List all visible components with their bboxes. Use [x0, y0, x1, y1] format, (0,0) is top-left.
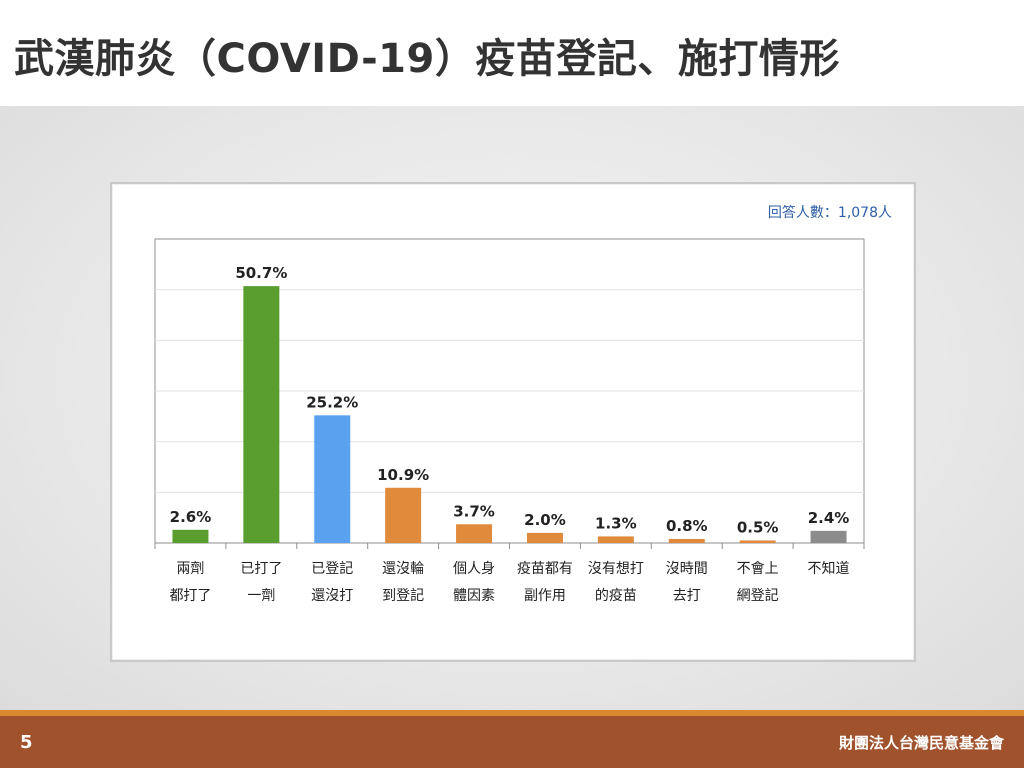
category-label: 已登記: [311, 560, 353, 577]
slide-title: 武漢肺炎（COVID-19）疫苗登記、施打情形: [14, 36, 840, 82]
category-label: 兩劑: [176, 560, 204, 577]
chart-panel: 回答人數：1,078人 2.6% 兩劑 都打了 50.7% 已打了 一劑 25.2% 已登記還…: [110, 182, 916, 662]
category-label: 副作用: [524, 588, 566, 604]
bar: [526, 532, 563, 543]
category-label: 到登記: [382, 587, 424, 604]
footer-accent-line: [0, 710, 1024, 716]
title-bar: 武漢肺炎（COVID-19）疫苗登記、施打情形: [0, 0, 1024, 106]
category-label: 沒時間: [666, 560, 708, 577]
bar: [810, 530, 847, 543]
data-label: 2.4%: [808, 509, 850, 527]
category-label: 的疫苗: [595, 588, 637, 604]
category-label: 不會上: [737, 561, 779, 577]
data-label: 0.8%: [666, 517, 708, 535]
sample-size-note: 回答人數：1,078人: [767, 205, 892, 221]
data-label: 25.2%: [306, 393, 358, 411]
category-label: 還沒輪: [382, 560, 424, 577]
bar: [668, 538, 705, 543]
category-label: 去打: [673, 587, 701, 604]
category-label: 疫苗都有: [517, 561, 573, 577]
data-label: 0.5%: [737, 518, 779, 536]
bar: [739, 540, 776, 543]
bar: [385, 487, 422, 543]
data-label: 1.3%: [595, 514, 637, 532]
bar: [172, 529, 209, 543]
page-number: 5: [20, 732, 33, 753]
data-label: 2.6%: [170, 508, 212, 526]
category-label: 體因素: [453, 588, 495, 604]
bar: [243, 286, 280, 543]
category-label: 不知道: [808, 560, 850, 577]
category-label: 都打了: [169, 587, 211, 604]
category-label: 已打了: [240, 560, 282, 577]
organization-name: 財團法人台灣民意基金會: [838, 734, 1004, 752]
data-label: 3.7%: [453, 502, 495, 520]
data-label: 50.7%: [235, 264, 287, 282]
footer-bar: 5 財團法人台灣民意基金會: [0, 716, 1024, 768]
data-label: 10.9%: [377, 466, 429, 484]
category-label: 還沒打: [311, 587, 353, 604]
bar: [597, 536, 634, 543]
bar: [456, 524, 493, 543]
category-label: 一劑: [247, 587, 275, 604]
category-label: 沒有想打: [588, 560, 644, 577]
category-label: 網登記: [737, 587, 779, 604]
category-label: 個人身: [453, 561, 495, 577]
bar: [314, 415, 351, 543]
data-label: 2.0%: [524, 511, 566, 529]
